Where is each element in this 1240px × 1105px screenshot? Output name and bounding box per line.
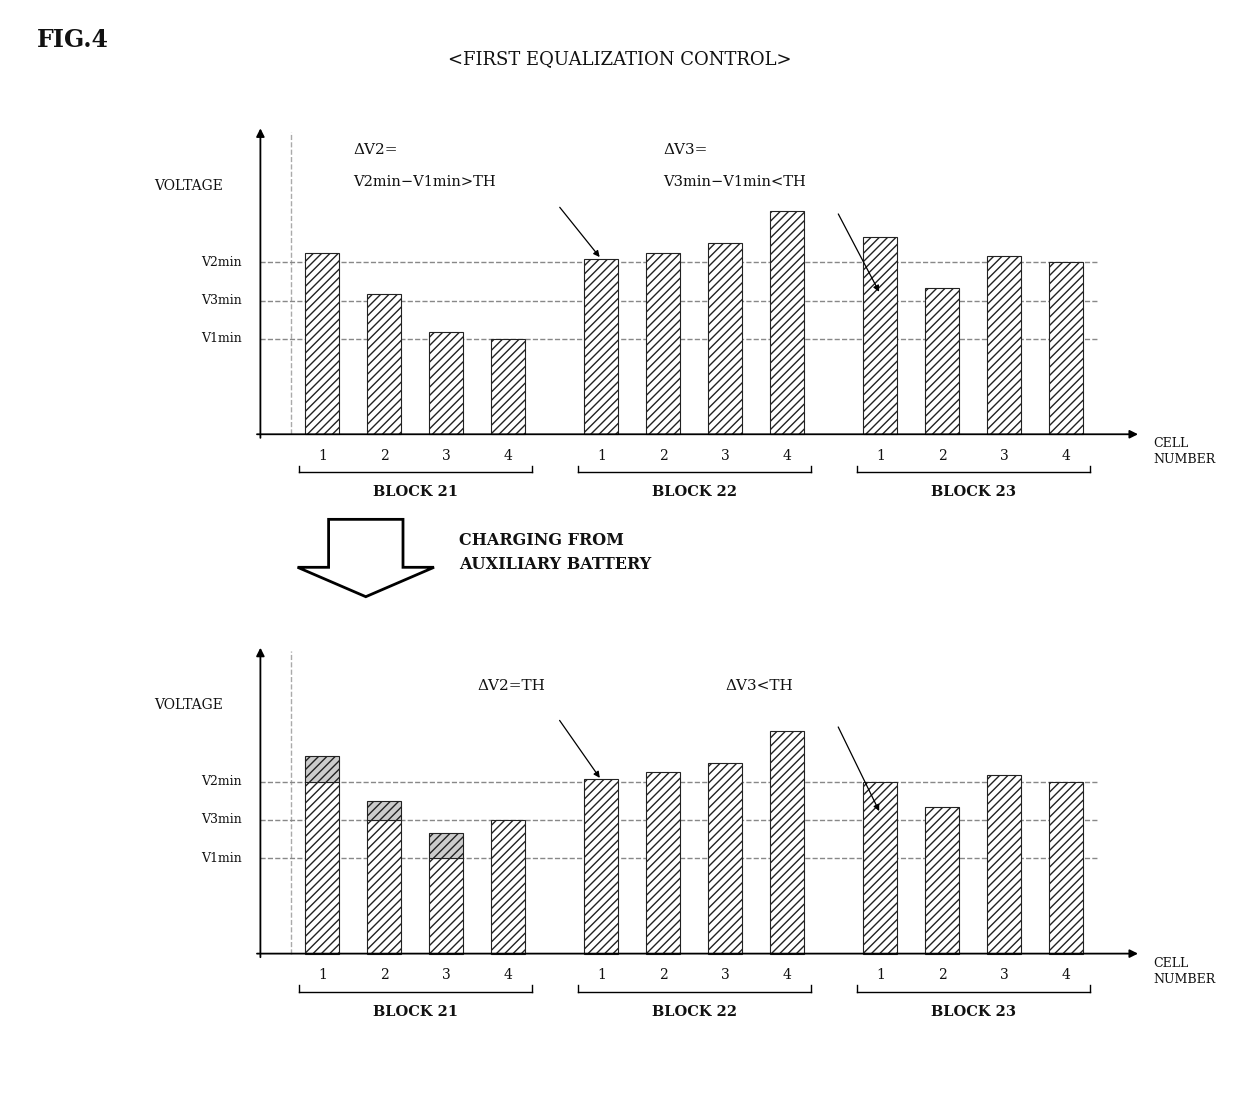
Text: CELL
NUMBER: CELL NUMBER [1153, 957, 1215, 986]
Text: 2: 2 [379, 449, 389, 463]
Bar [770, 730, 805, 954]
Text: 2: 2 [658, 449, 668, 463]
Text: V2min: V2min [201, 776, 242, 788]
Text: 1: 1 [317, 968, 327, 982]
Text: 2: 2 [937, 968, 947, 982]
Bar [863, 781, 898, 954]
Text: FIG.4: FIG.4 [37, 28, 109, 52]
Bar [770, 211, 805, 434]
Text: 3: 3 [999, 449, 1009, 463]
Text: 4: 4 [782, 968, 792, 982]
Text: 4: 4 [503, 449, 513, 463]
Text: ΔV3<TH: ΔV3<TH [725, 678, 794, 693]
Text: 3: 3 [441, 968, 451, 982]
Bar [646, 772, 681, 954]
Bar [429, 833, 464, 859]
Text: V3min: V3min [201, 294, 242, 307]
Bar [646, 253, 681, 434]
Text: V2min−V1min>TH: V2min−V1min>TH [353, 176, 496, 189]
Bar [367, 801, 402, 820]
Bar [987, 256, 1022, 434]
Text: <FIRST EQUALIZATION CONTROL>: <FIRST EQUALIZATION CONTROL> [448, 50, 792, 67]
Bar [925, 808, 960, 954]
Bar [584, 260, 619, 434]
Text: 1: 1 [317, 449, 327, 463]
Text: CELL
NUMBER: CELL NUMBER [1153, 438, 1215, 466]
Bar [1049, 262, 1084, 434]
Text: 4: 4 [1061, 449, 1071, 463]
Bar [863, 236, 898, 434]
Text: 2: 2 [658, 968, 668, 982]
Polygon shape [298, 519, 434, 597]
Text: CHARGING FROM
AUXILIARY BATTERY: CHARGING FROM AUXILIARY BATTERY [459, 533, 651, 572]
Bar [491, 339, 526, 434]
Text: ΔV3=: ΔV3= [663, 144, 708, 157]
Text: 4: 4 [1061, 968, 1071, 982]
Text: V1min: V1min [201, 852, 242, 864]
Text: 4: 4 [503, 968, 513, 982]
Bar [367, 820, 402, 954]
Text: VOLTAGE: VOLTAGE [154, 698, 223, 713]
Text: BLOCK 21: BLOCK 21 [373, 485, 458, 499]
Text: V2min: V2min [201, 256, 242, 269]
Text: 3: 3 [441, 449, 451, 463]
Bar [367, 294, 402, 434]
Bar [305, 781, 340, 954]
Text: BLOCK 23: BLOCK 23 [931, 485, 1016, 499]
Text: 2: 2 [937, 449, 947, 463]
Text: 1: 1 [875, 968, 885, 982]
Text: 3: 3 [999, 968, 1009, 982]
Text: VOLTAGE: VOLTAGE [154, 179, 223, 193]
Bar [429, 859, 464, 954]
Text: ΔV2=: ΔV2= [353, 144, 398, 157]
Text: V1min: V1min [201, 333, 242, 345]
Text: V3min−V1min<TH: V3min−V1min<TH [663, 176, 806, 189]
Text: 3: 3 [720, 449, 730, 463]
Bar [305, 756, 340, 781]
Text: 2: 2 [379, 968, 389, 982]
Bar [584, 779, 619, 954]
Text: 1: 1 [596, 449, 606, 463]
Text: V3min: V3min [201, 813, 242, 827]
Text: 1: 1 [596, 968, 606, 982]
Bar [305, 253, 340, 434]
Text: BLOCK 22: BLOCK 22 [652, 485, 737, 499]
Bar [708, 762, 743, 954]
Bar [708, 243, 743, 434]
Bar [491, 820, 526, 954]
Text: BLOCK 23: BLOCK 23 [931, 1004, 1016, 1019]
Text: BLOCK 21: BLOCK 21 [373, 1004, 458, 1019]
Text: 3: 3 [720, 968, 730, 982]
Bar [429, 333, 464, 434]
Bar [925, 288, 960, 434]
Text: 4: 4 [782, 449, 792, 463]
Bar [1049, 781, 1084, 954]
Text: ΔV2=TH: ΔV2=TH [477, 678, 546, 693]
Text: 1: 1 [875, 449, 885, 463]
Bar [987, 776, 1022, 954]
Text: BLOCK 22: BLOCK 22 [652, 1004, 737, 1019]
